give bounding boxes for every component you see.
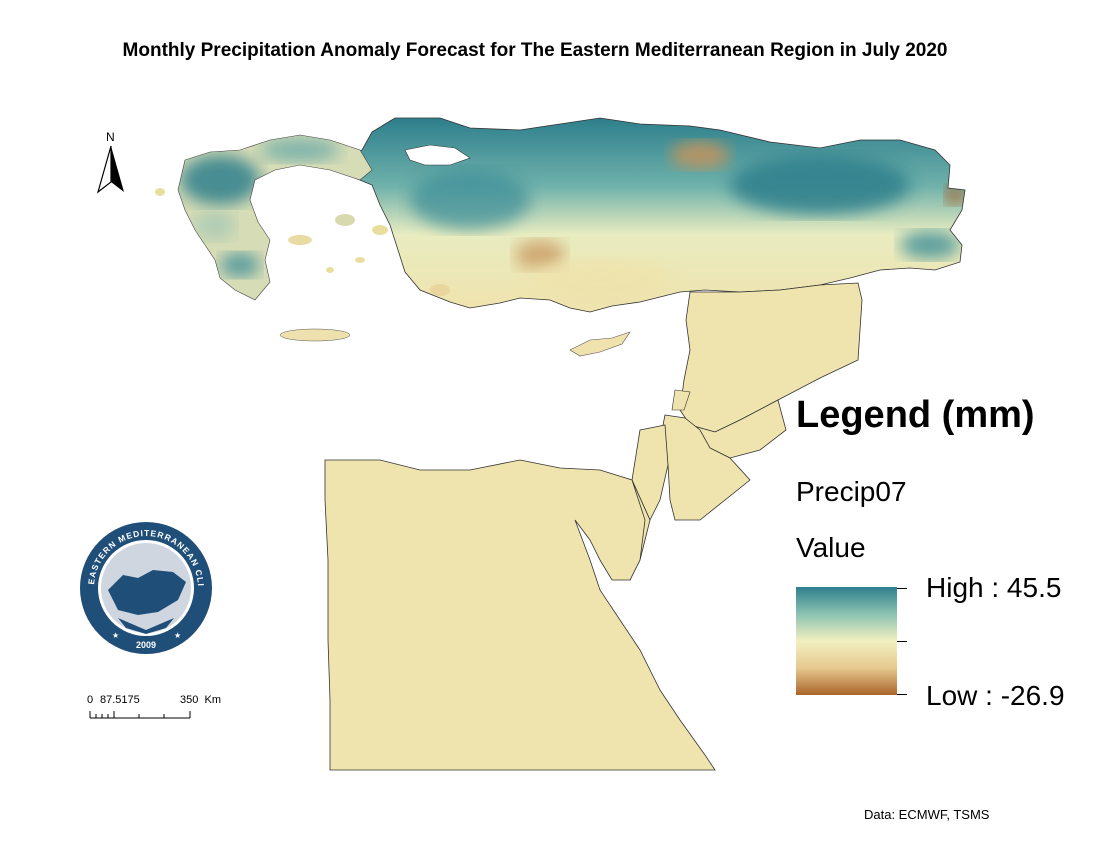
legend-title: Legend (mm) xyxy=(796,394,1035,436)
scale-label-mid: 87.5175 xyxy=(100,694,140,706)
north-letter: N xyxy=(106,130,115,144)
scale-unit: Km xyxy=(204,694,221,706)
logo-year: 2009 xyxy=(136,640,156,650)
north-arrow-icon xyxy=(96,145,124,194)
scale-bar: 0 87.5175 350 Km xyxy=(84,694,244,734)
legend-field-name: Value xyxy=(796,532,866,563)
turkey-region xyxy=(329,117,966,313)
north-arrow: N xyxy=(94,130,128,196)
cyprus-region xyxy=(569,331,631,357)
scale-bar-graphic xyxy=(89,711,191,719)
egypt-region xyxy=(324,459,716,771)
legend-high-label: High : 45.5 xyxy=(926,572,1062,603)
ramp-tick-mid xyxy=(897,641,907,642)
scale-label-max: 350 Km xyxy=(180,694,221,706)
legend-layer-name: Precip07 xyxy=(796,476,907,507)
greece-region xyxy=(155,134,450,342)
legend-low-label: Low : -26.9 xyxy=(926,680,1065,711)
emcc-logo-icon: EASTERN MEDITERRANEAN CLIMATE CENTRE 200… xyxy=(74,512,214,656)
ramp-tick-high xyxy=(897,588,907,589)
data-credit: Data: ECMWF, TSMS xyxy=(864,807,990,822)
svg-text:★: ★ xyxy=(174,631,181,640)
svg-text:★: ★ xyxy=(112,631,119,640)
legend-color-ramp xyxy=(796,587,897,695)
map-title: Monthly Precipitation Anomaly Forecast f… xyxy=(122,40,948,61)
ramp-tick-low xyxy=(897,694,907,695)
scale-label-zero: 0 xyxy=(87,694,94,706)
